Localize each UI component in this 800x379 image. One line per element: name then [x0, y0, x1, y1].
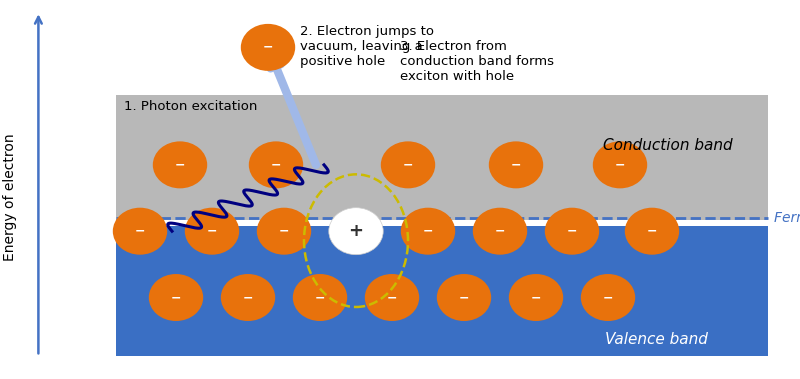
Text: 1. Photon excitation: 1. Photon excitation: [124, 100, 258, 113]
Ellipse shape: [473, 208, 527, 255]
Text: Energy of electron: Energy of electron: [3, 133, 18, 261]
Text: −: −: [170, 291, 182, 304]
Ellipse shape: [113, 208, 167, 255]
Text: −: −: [530, 291, 542, 304]
Text: −: −: [614, 158, 626, 171]
Ellipse shape: [257, 208, 311, 255]
Ellipse shape: [241, 24, 295, 71]
Text: Conduction band: Conduction band: [603, 138, 733, 153]
Text: −: −: [646, 225, 658, 238]
Ellipse shape: [545, 208, 599, 255]
Bar: [116, 226, 768, 356]
Text: −: −: [458, 291, 470, 304]
Text: 2. Electron jumps to
vacuum, leaving a
positive hole: 2. Electron jumps to vacuum, leaving a p…: [300, 25, 434, 67]
Text: −: −: [242, 291, 254, 304]
Ellipse shape: [593, 141, 647, 188]
Text: −: −: [386, 291, 398, 304]
Text: −: −: [134, 225, 146, 238]
Ellipse shape: [185, 208, 239, 255]
Text: −: −: [206, 225, 218, 238]
Ellipse shape: [249, 141, 303, 188]
Text: Fermi level: Fermi level: [774, 211, 800, 225]
Ellipse shape: [509, 274, 563, 321]
Ellipse shape: [149, 274, 203, 321]
Text: 3. Electron from
conduction band forms
exciton with hole: 3. Electron from conduction band forms e…: [400, 40, 554, 83]
Text: −: −: [422, 225, 434, 238]
Ellipse shape: [153, 141, 207, 188]
Text: −: −: [494, 225, 506, 238]
Text: +: +: [349, 222, 363, 240]
Ellipse shape: [489, 141, 543, 188]
Text: −: −: [278, 225, 290, 238]
Ellipse shape: [365, 274, 419, 321]
Text: −: −: [314, 291, 326, 304]
Bar: [116, 95, 768, 220]
Ellipse shape: [329, 208, 383, 255]
Ellipse shape: [293, 274, 347, 321]
Ellipse shape: [221, 274, 275, 321]
Text: −: −: [402, 158, 414, 171]
Ellipse shape: [625, 208, 679, 255]
Ellipse shape: [381, 141, 435, 188]
Ellipse shape: [401, 208, 455, 255]
Ellipse shape: [437, 274, 491, 321]
Text: −: −: [270, 158, 282, 171]
Text: −: −: [566, 225, 578, 238]
Text: −: −: [510, 158, 522, 171]
Text: −: −: [602, 291, 614, 304]
Text: Valence band: Valence band: [605, 332, 707, 347]
Text: −: −: [174, 158, 186, 171]
Text: −: −: [262, 41, 274, 54]
Ellipse shape: [581, 274, 635, 321]
